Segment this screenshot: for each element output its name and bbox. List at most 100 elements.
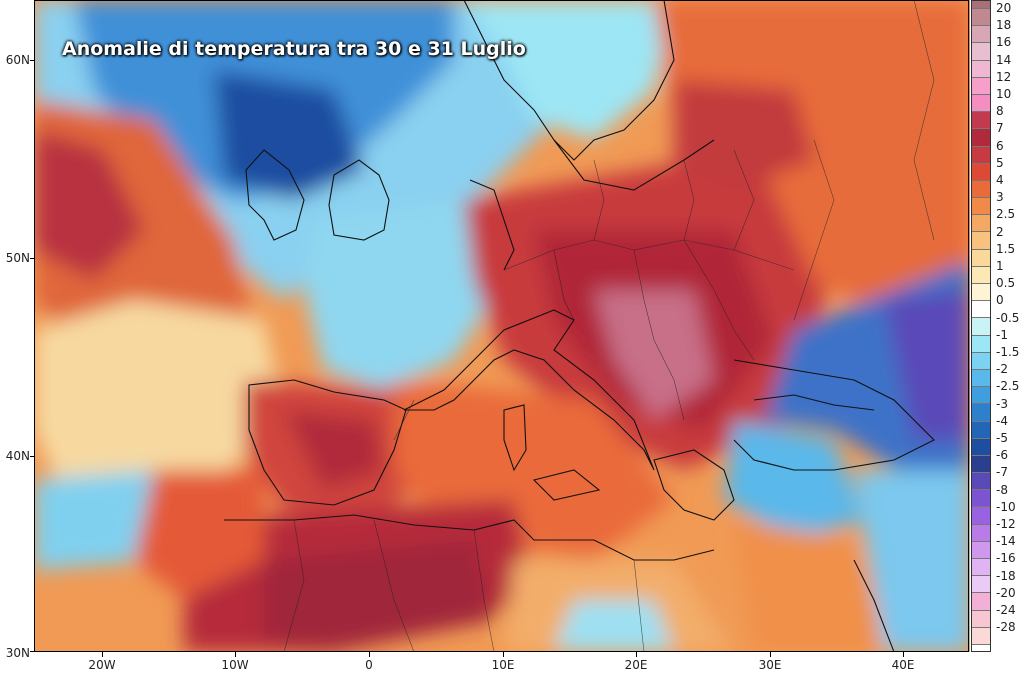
legend-label: 10 <box>996 87 1012 101</box>
legend-swatch <box>972 284 990 302</box>
legend-label: -0.5 <box>996 310 1020 325</box>
lon-tick <box>102 652 103 657</box>
lat-tick <box>30 651 35 652</box>
legend-swatch <box>972 559 990 577</box>
legend-swatch <box>972 610 990 628</box>
legend-swatch <box>972 232 990 250</box>
legend-swatch <box>972 455 990 474</box>
legend-swatch <box>972 387 990 405</box>
lat-tick <box>30 60 35 61</box>
legend-label: 3 <box>996 190 1004 205</box>
legend-label: -7 <box>996 465 1008 480</box>
legend-label: -18 <box>996 568 1016 583</box>
legend-swatch <box>972 112 990 130</box>
legend-label: -16 <box>996 551 1016 566</box>
legend-label: -1.5 <box>996 345 1020 359</box>
legend-label: -1 <box>996 327 1008 342</box>
legend-label: -10 <box>996 499 1016 514</box>
legend-swatch <box>972 215 990 233</box>
lon-tick <box>903 652 904 657</box>
legend-swatch <box>972 266 990 284</box>
legend-swatch <box>972 576 990 594</box>
legend-label: 8 <box>996 104 1004 119</box>
legend-swatch <box>972 301 990 319</box>
legend-label: -5 <box>996 431 1008 445</box>
legend-label: 4 <box>996 173 1004 187</box>
legend-label: 6 <box>996 138 1004 153</box>
legend-label: 2.5 <box>996 207 1016 222</box>
legend-swatch <box>972 593 990 611</box>
legend-label: -8 <box>996 482 1008 497</box>
legend-label: 1 <box>996 259 1004 273</box>
legend-swatch <box>972 163 990 181</box>
lat-label-30n: 30N <box>5 646 30 660</box>
legend-swatch <box>972 421 990 439</box>
legend-swatch <box>972 60 990 78</box>
lon-tick <box>235 652 236 657</box>
lon-label-20w: 20W <box>88 658 116 672</box>
legend-label: 16 <box>996 35 1012 50</box>
lon-label-10w: 10W <box>221 658 249 672</box>
lon-label-40e: 40E <box>891 658 915 672</box>
lon-tick <box>503 652 504 657</box>
legend-label: 20 <box>996 1 1012 15</box>
lat-label-50n: 50N <box>5 251 30 265</box>
legend-swatch <box>972 473 990 491</box>
legend-label: -12 <box>996 517 1016 531</box>
lon-label-0: 0 <box>365 658 373 672</box>
legend-label: 14 <box>996 52 1012 67</box>
legend-swatch <box>972 198 990 216</box>
lon-tick <box>770 652 771 657</box>
legend-swatch <box>972 43 990 61</box>
legend-label: -20 <box>996 585 1016 600</box>
lon-label-30e: 30E <box>758 658 782 672</box>
color-legend <box>971 0 991 652</box>
legend-label: -4 <box>996 413 1008 428</box>
lat-label-40n: 40N <box>5 449 30 463</box>
legend-swatch <box>972 541 990 559</box>
legend-swatch <box>972 404 990 422</box>
legend-swatch <box>972 335 990 353</box>
legend-swatch <box>972 369 990 388</box>
legend-swatch <box>972 352 990 370</box>
legend-swatch <box>972 26 990 44</box>
legend-label: 5 <box>996 155 1004 170</box>
legend-label: 0.5 <box>996 276 1016 291</box>
anomaly-map <box>34 0 970 652</box>
legend-swatch <box>972 129 990 147</box>
lat-label-60n: 60N <box>5 53 30 67</box>
legend-swatch <box>972 249 990 267</box>
legend-swatch <box>972 507 990 525</box>
legend-label: -28 <box>996 620 1016 635</box>
legend-swatch <box>972 318 990 336</box>
legend-label: -3 <box>996 396 1008 411</box>
legend-swatch <box>972 180 990 199</box>
legend-label: 2 <box>996 224 1004 239</box>
legend-swatch <box>972 9 990 27</box>
legend-swatch <box>972 1 990 9</box>
legend-label: 0 <box>996 293 1004 308</box>
legend-swatch <box>972 490 990 508</box>
legend-swatch <box>972 94 990 113</box>
legend-label: 18 <box>996 18 1012 33</box>
legend-label: -2 <box>996 362 1008 377</box>
legend-swatch <box>972 627 990 645</box>
lon-tick <box>369 652 370 657</box>
legend-label: 7 <box>996 121 1004 136</box>
legend-label: 12 <box>996 69 1012 84</box>
map-title: Anomalie di temperatura tra 30 e 31 Lugl… <box>62 38 526 60</box>
lat-tick <box>30 456 35 457</box>
legend-swatch <box>972 77 990 95</box>
legend-label: 1.5 <box>996 241 1016 256</box>
legend-label: -2.5 <box>996 379 1020 394</box>
legend-label: -14 <box>996 534 1016 549</box>
legend-label: -24 <box>996 603 1016 617</box>
legend-swatch <box>972 146 990 164</box>
lon-label-20e: 20E <box>624 658 648 672</box>
legend-label: -6 <box>996 448 1008 463</box>
legend-swatch <box>972 438 990 456</box>
lon-label-10e: 10E <box>491 658 515 672</box>
legend-swatch <box>972 524 990 542</box>
lat-tick <box>30 258 35 259</box>
lon-tick <box>636 652 637 657</box>
